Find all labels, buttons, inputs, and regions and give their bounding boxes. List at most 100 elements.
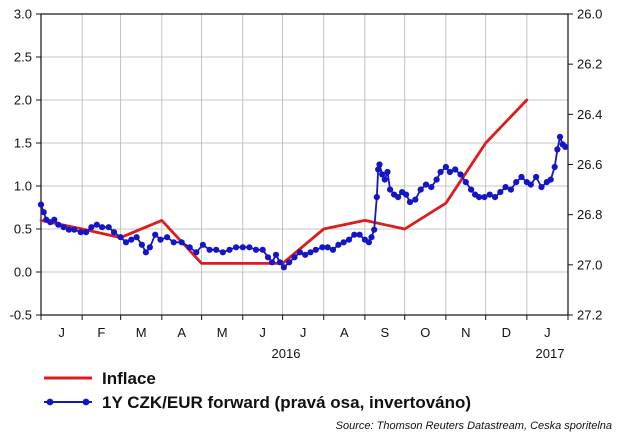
- data-point-forward: [60, 224, 67, 231]
- data-point-forward: [368, 234, 375, 241]
- data-point-forward: [379, 171, 386, 178]
- data-point-forward: [51, 216, 58, 223]
- data-point-forward: [152, 231, 159, 238]
- data-point-forward: [312, 246, 319, 253]
- data-point-forward: [387, 186, 394, 193]
- data-point-forward: [186, 244, 193, 251]
- data-point-forward: [376, 161, 383, 168]
- data-point-forward: [457, 171, 464, 178]
- data-point-forward: [324, 244, 331, 251]
- data-point-forward: [138, 241, 145, 248]
- data-point-forward: [219, 249, 226, 256]
- data-point-forward: [88, 224, 95, 231]
- x-month-label: J: [259, 325, 266, 340]
- data-point-forward: [117, 234, 124, 241]
- data-point-forward: [335, 241, 342, 248]
- data-point-forward: [417, 186, 424, 193]
- data-point-forward: [133, 234, 140, 241]
- x-month-label: M: [136, 325, 147, 340]
- left-tick-label: 2.0: [14, 93, 32, 108]
- data-point-forward: [329, 246, 337, 253]
- data-point-forward: [403, 191, 410, 198]
- x-month-label: F: [97, 325, 105, 340]
- data-point-forward: [226, 246, 233, 253]
- data-point-forward: [65, 226, 72, 233]
- right-tick-label: 26.8: [577, 207, 602, 222]
- data-point-forward: [381, 176, 388, 183]
- source-note: Source: Thomson Reuters Datastream, Cesk…: [336, 420, 612, 432]
- data-point-forward: [395, 194, 402, 201]
- data-point-forward: [554, 146, 561, 153]
- data-point-forward: [213, 246, 220, 253]
- legend-label-forward: 1Y CZK/EUR forward (pravá osa, invertová…: [102, 393, 471, 412]
- data-point-forward: [233, 244, 240, 251]
- data-point-forward: [513, 179, 520, 186]
- series-layer: [37, 98, 569, 271]
- data-point-forward: [239, 244, 246, 251]
- data-point-forward: [428, 184, 435, 191]
- x-month-label: D: [502, 325, 511, 340]
- data-point-forward: [122, 239, 130, 246]
- data-point-forward: [375, 166, 382, 173]
- data-point-forward: [452, 166, 459, 173]
- data-point-forward: [371, 226, 378, 233]
- data-point-forward: [562, 143, 569, 150]
- left-tick-label: 1.0: [14, 179, 32, 194]
- data-point-forward: [178, 239, 185, 246]
- data-point-forward: [497, 189, 504, 196]
- data-point-forward: [462, 179, 469, 186]
- data-point-forward: [99, 224, 106, 231]
- data-point-forward: [527, 181, 534, 188]
- data-point-forward: [507, 186, 514, 193]
- data-point-forward: [268, 259, 276, 266]
- data-point-forward: [93, 221, 100, 228]
- x-axis: J F M A M J J A S O N D J 2016 2017: [40, 315, 569, 361]
- data-point-forward: [468, 186, 475, 193]
- data-point-forward: [319, 244, 326, 251]
- data-point-forward: [406, 199, 414, 206]
- right-tick-label: 27.0: [577, 257, 602, 272]
- left-tick-label: 1.5: [14, 136, 32, 151]
- data-point-forward: [280, 264, 287, 271]
- data-point-forward: [446, 168, 453, 176]
- data-point-forward: [252, 246, 260, 253]
- data-point-forward: [373, 194, 380, 201]
- data-point-forward: [518, 173, 525, 181]
- data-point-forward: [538, 184, 545, 191]
- data-point-forward: [345, 236, 353, 243]
- data-point-forward: [422, 181, 430, 188]
- data-point-forward: [55, 221, 62, 228]
- legend: Inflace 1Y CZK/EUR forward (pravá osa, i…: [44, 369, 471, 412]
- x-month-label: J: [544, 325, 551, 340]
- right-y-axis: 26.0 26.2 26.4 26.6 26.8 27.0 27.2: [568, 7, 602, 323]
- data-point-forward: [164, 234, 171, 241]
- data-point-forward: [276, 259, 283, 266]
- data-point-forward: [547, 176, 554, 183]
- data-point-forward: [556, 133, 564, 140]
- data-point-forward: [170, 239, 177, 246]
- data-point-forward: [365, 239, 372, 246]
- data-point-forward: [128, 236, 135, 243]
- series-line-inflace: [39, 98, 529, 265]
- data-point-forward: [296, 249, 303, 256]
- data-point-forward: [110, 229, 118, 236]
- data-point-forward: [486, 191, 493, 198]
- data-point-forward: [199, 241, 206, 248]
- data-point-forward: [146, 244, 153, 251]
- data-point-forward: [259, 246, 266, 253]
- legend-marker-forward: [46, 398, 54, 406]
- data-point-forward: [384, 168, 391, 176]
- data-point-forward: [272, 251, 280, 258]
- data-point-forward: [433, 176, 440, 183]
- x-year-label: 2016: [272, 346, 301, 361]
- data-point-forward: [264, 254, 272, 261]
- data-point-forward: [502, 184, 509, 191]
- right-tick-label: 26.2: [577, 57, 602, 72]
- data-point-forward: [157, 236, 164, 243]
- data-point-forward: [83, 229, 90, 236]
- right-tick-label: 27.2: [577, 308, 602, 323]
- data-point-forward: [77, 229, 84, 236]
- x-month-label: A: [177, 325, 186, 340]
